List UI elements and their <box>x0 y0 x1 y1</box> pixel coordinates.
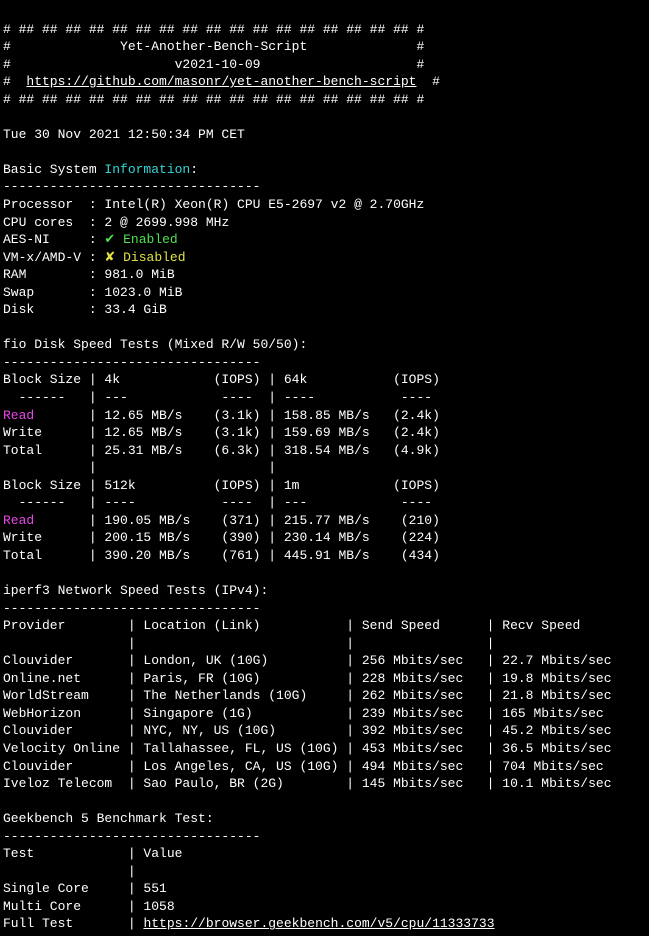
iperf-row-1: Clouvider | London, UK (10G) | 256 Mbits… <box>3 653 619 668</box>
aesni-value: Enabled <box>123 232 178 247</box>
ram-value: 981.0 MiB <box>104 267 174 282</box>
aesni-label: AES-NI : <box>3 232 104 247</box>
geekbench-row-1: Single Core | 551 <box>3 881 377 896</box>
fio-write-2: Write | 200.15 MB/s (390) | 230.14 MB/s … <box>3 530 440 545</box>
header-border-bottom: # ## ## ## ## ## ## ## ## ## ## ## ## ##… <box>3 92 424 107</box>
processor-value: Intel(R) Xeon(R) CPU E5-2697 v2 @ 2.70GH… <box>104 197 424 212</box>
basic-info-divider: --------------------------------- <box>3 179 260 194</box>
geekbench-full-link[interactable]: https://browser.geekbench.com/v5/cpu/113… <box>143 916 494 931</box>
swap-label: Swap : <box>3 285 104 300</box>
iperf-row-5: Clouvider | NYC, NY, US (10G) | 392 Mbit… <box>3 723 619 738</box>
iperf-heading: iperf3 Network Speed Tests (IPv4): <box>3 583 268 598</box>
header-title: # Yet-Another-Bench-Script # <box>3 39 424 54</box>
ram-label: RAM : <box>3 267 104 282</box>
cores-value: 2 @ 2699.998 MHz <box>104 215 229 230</box>
header-border-top: # ## ## ## ## ## ## ## ## ## ## ## ## ##… <box>3 22 424 37</box>
fio-total-2: Total | 390.20 MB/s (761) | 445.91 MB/s … <box>3 548 440 563</box>
fio-read-label-2: Read <box>3 513 34 528</box>
fio-blank-1: | | <box>3 460 440 475</box>
disk-value: 33.4 GiB <box>104 302 166 317</box>
iperf-row-2: Online.net | Paris, FR (10G) | 228 Mbits… <box>3 671 619 686</box>
vmx-value: Disabled <box>123 250 185 265</box>
geekbench-blank: | <box>3 864 377 879</box>
fio-heading: fio Disk Speed Tests (Mixed R/W 50/50): <box>3 337 307 352</box>
geekbench-divider: --------------------------------- <box>3 829 260 844</box>
fio-header-1: Block Size | 4k (IOPS) | 64k (IOPS) <box>3 372 440 387</box>
disk-label: Disk : <box>3 302 104 317</box>
processor-label: Processor : <box>3 197 104 212</box>
iperf-divider: --------------------------------- <box>3 601 260 616</box>
vmx-label: VM-x/AMD-V : <box>3 250 104 265</box>
fio-read-label-1: Read <box>3 408 34 423</box>
fio-write-1: Write | 12.65 MB/s (3.1k) | 159.69 MB/s … <box>3 425 440 440</box>
fio-total-1: Total | 25.31 MB/s (6.3k) | 318.54 MB/s … <box>3 443 440 458</box>
timestamp: Tue 30 Nov 2021 12:50:34 PM CET <box>3 127 245 142</box>
header-url-suffix: # <box>416 74 439 89</box>
iperf-row-7: Clouvider | Los Angeles, CA, US (10G) | … <box>3 759 619 774</box>
fio-read-2: | 190.05 MB/s (371) | 215.77 MB/s (210) <box>34 513 440 528</box>
iperf-row-4: WebHorizon | Singapore (1G) | 239 Mbits/… <box>3 706 619 721</box>
fio-header-2: Block Size | 512k (IOPS) | 1m (IOPS) <box>3 478 440 493</box>
fio-dash-2: ------ | ---- ---- | --- ---- <box>3 495 440 510</box>
geekbench-row-2: Multi Core | 1058 <box>3 899 377 914</box>
geekbench-heading: Geekbench 5 Benchmark Test: <box>3 811 214 826</box>
iperf-row-8: Iveloz Telecom | Sao Paulo, BR (2G) | 14… <box>3 776 619 791</box>
fio-dash-1: ------ | --- ---- | ---- ---- <box>3 390 440 405</box>
header-version: # v2021-10-09 # <box>3 57 424 72</box>
repo-link[interactable]: https://github.com/masonr/yet-another-be… <box>26 74 416 89</box>
aesni-mark: ✔ <box>104 232 123 247</box>
iperf-row-3: WorldStream | The Netherlands (10G) | 26… <box>3 688 619 703</box>
basic-info-heading-suffix: : <box>190 162 198 177</box>
iperf-row-6: Velocity Online | Tallahassee, FL, US (1… <box>3 741 619 756</box>
cores-label: CPU cores : <box>3 215 104 230</box>
terminal-output: # ## ## ## ## ## ## ## ## ## ## ## ## ##… <box>0 0 649 936</box>
basic-info-heading-prefix: Basic System <box>3 162 104 177</box>
basic-info-heading-word: Information <box>104 162 190 177</box>
geekbench-full-prefix: Full Test | <box>3 916 143 931</box>
header-url-prefix: # <box>3 74 26 89</box>
geekbench-header: Test | Value <box>3 846 377 861</box>
iperf-header: Provider | Location (Link) | Send Speed … <box>3 618 619 633</box>
swap-value: 1023.0 MiB <box>104 285 182 300</box>
fio-divider: --------------------------------- <box>3 355 260 370</box>
iperf-blank: | | | <box>3 636 619 651</box>
vmx-mark: ✘ <box>104 250 123 265</box>
fio-read-1: | 12.65 MB/s (3.1k) | 158.85 MB/s (2.4k) <box>34 408 440 423</box>
